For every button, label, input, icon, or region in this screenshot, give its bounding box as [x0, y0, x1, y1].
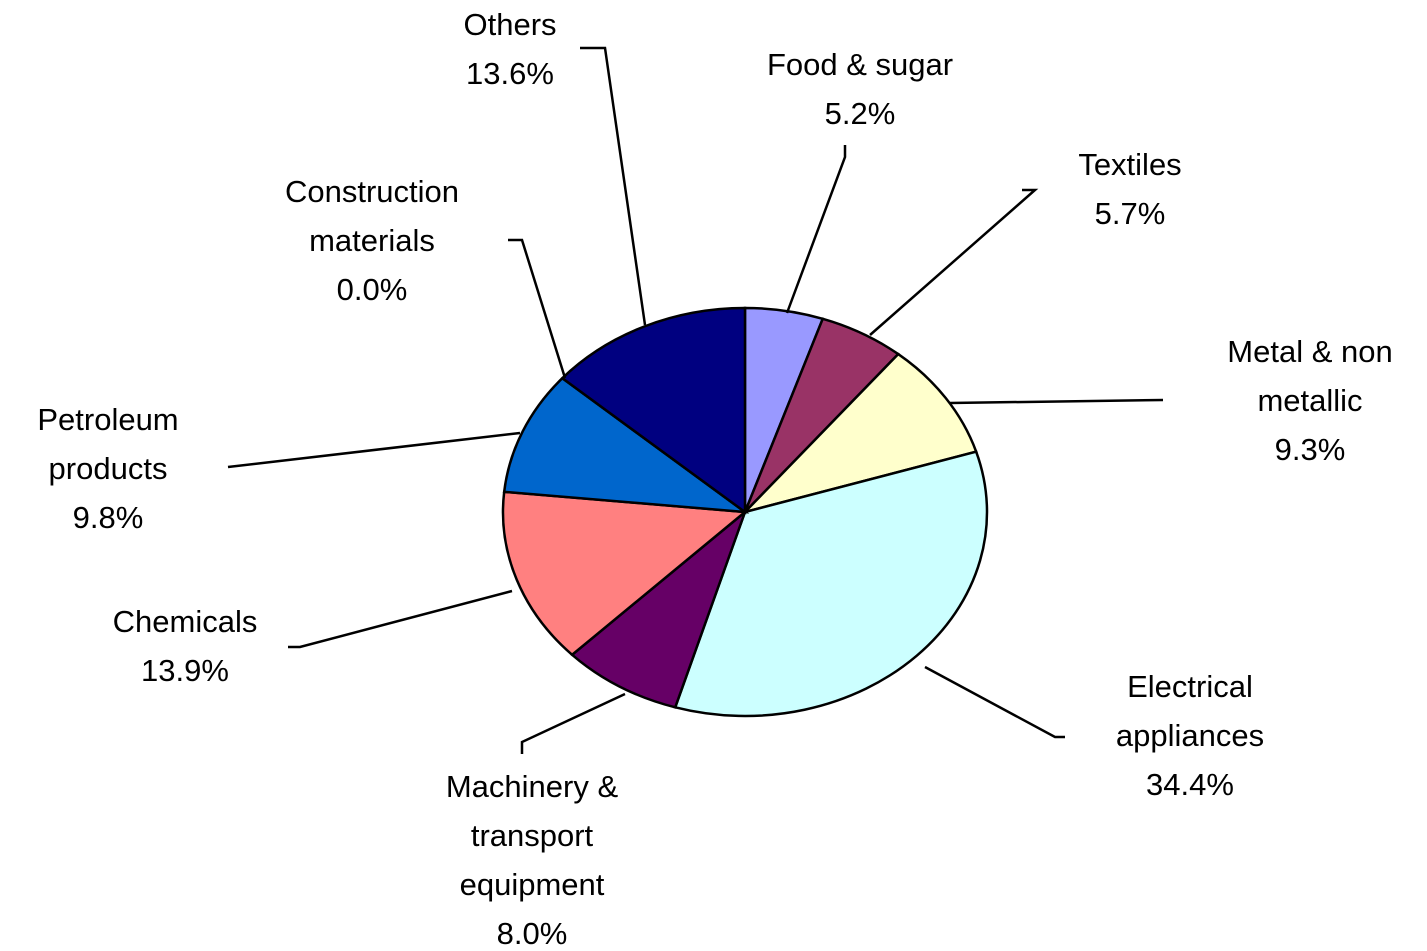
slice-label: Chemicals 13.9%	[55, 597, 315, 695]
category-label: Petroleum products	[37, 402, 179, 486]
value-label: 5.2%	[824, 96, 896, 131]
value-label: 9.8%	[72, 500, 144, 535]
value-label: 0.0%	[336, 272, 408, 307]
slice-label: Machinery & transport equipment 8.0%	[407, 762, 657, 951]
leader-line	[869, 188, 1039, 336]
category-label: Metal & non metallic	[1227, 334, 1393, 418]
category-label: Others	[463, 7, 557, 42]
leader-line	[520, 692, 626, 754]
category-label: Food & sugar	[766, 47, 954, 82]
pie-slice	[501, 490, 749, 657]
value-label: 34.4%	[1146, 767, 1234, 802]
pie-slice	[740, 352, 978, 515]
slice-label: Petroleum products 9.8%	[8, 395, 208, 542]
slice-label: Metal & non metallic 9.3%	[1195, 327, 1425, 474]
leader-line	[227, 431, 521, 469]
value-label: 13.9%	[141, 653, 229, 688]
leader-line	[288, 589, 513, 649]
pie-slice	[673, 450, 989, 718]
slice-label: Construction materials 0.0%	[247, 167, 497, 314]
leader-line	[508, 238, 567, 379]
leader-line	[924, 665, 1065, 739]
category-label: Machinery & transport equipment	[445, 769, 619, 902]
leader-line	[580, 46, 647, 326]
value-label: 8.0%	[496, 916, 568, 951]
category-label: Electrical appliances	[1115, 669, 1265, 753]
leader-lines	[227, 46, 1164, 754]
value-label: 5.7%	[1094, 196, 1166, 231]
leader-line	[785, 145, 847, 314]
category-label: Textiles	[1078, 147, 1182, 182]
category-label: Construction materials	[284, 174, 460, 258]
slice-label: Electrical appliances 34.4%	[1085, 662, 1295, 809]
value-label: 9.3%	[1274, 432, 1346, 467]
slice-label: Others 13.6%	[410, 0, 610, 98]
slice-label: Food & sugar 5.2%	[710, 40, 1010, 138]
pie-slice	[570, 508, 748, 709]
leader-line	[949, 398, 1164, 405]
slices	[501, 306, 989, 718]
value-label: 13.6%	[466, 56, 554, 91]
pie-slice	[502, 376, 750, 514]
slice-label: Textiles 5.7%	[1030, 140, 1230, 238]
category-label: Chemicals	[112, 604, 258, 639]
pie-slice	[560, 306, 747, 515]
